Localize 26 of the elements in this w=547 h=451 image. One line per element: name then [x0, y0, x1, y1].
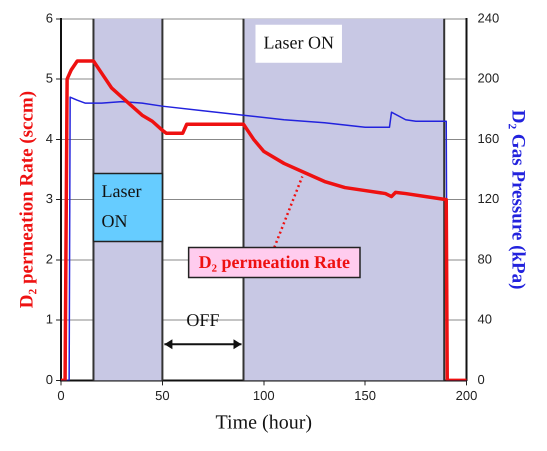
x-tick-label: 150 [354, 388, 376, 403]
y-tick-label: 6 [46, 10, 54, 26]
y-tick-label: 2 [46, 251, 54, 266]
y-axis-title: D₂ permeation Rate (sccm) [16, 90, 38, 308]
x-tick-label: 50 [155, 388, 170, 403]
y2-tick-label: 40 [478, 312, 492, 327]
x-tick-label: 100 [252, 388, 275, 403]
annotation: OFF [186, 310, 220, 330]
y2-tick-label: 120 [478, 191, 500, 206]
x-tick-label: 200 [456, 388, 478, 403]
y2-tick-label: 80 [478, 251, 492, 266]
y2-tick-label: 240 [478, 10, 500, 26]
text: D₂ permeation Rate [198, 252, 350, 272]
x-tick-label: 0 [57, 388, 65, 403]
y-tick-label: 0 [46, 372, 54, 387]
band-label: Laser ON [101, 181, 142, 232]
y-tick-label: 3 [46, 191, 54, 206]
y2-tick-label: 0 [478, 372, 485, 387]
y2-tick-label: 200 [478, 70, 500, 86]
y2-tick-label: 160 [478, 130, 500, 146]
y-tick-label: 4 [46, 130, 54, 146]
y-tick-label: 5 [46, 70, 54, 86]
y-tick-label: 1 [46, 312, 54, 327]
y2-axis-title: D₂ Gas Pressure (kPa) [508, 110, 529, 290]
band-label: Laser ON [263, 32, 334, 53]
x-axis-title: Time (hour) [216, 411, 312, 434]
